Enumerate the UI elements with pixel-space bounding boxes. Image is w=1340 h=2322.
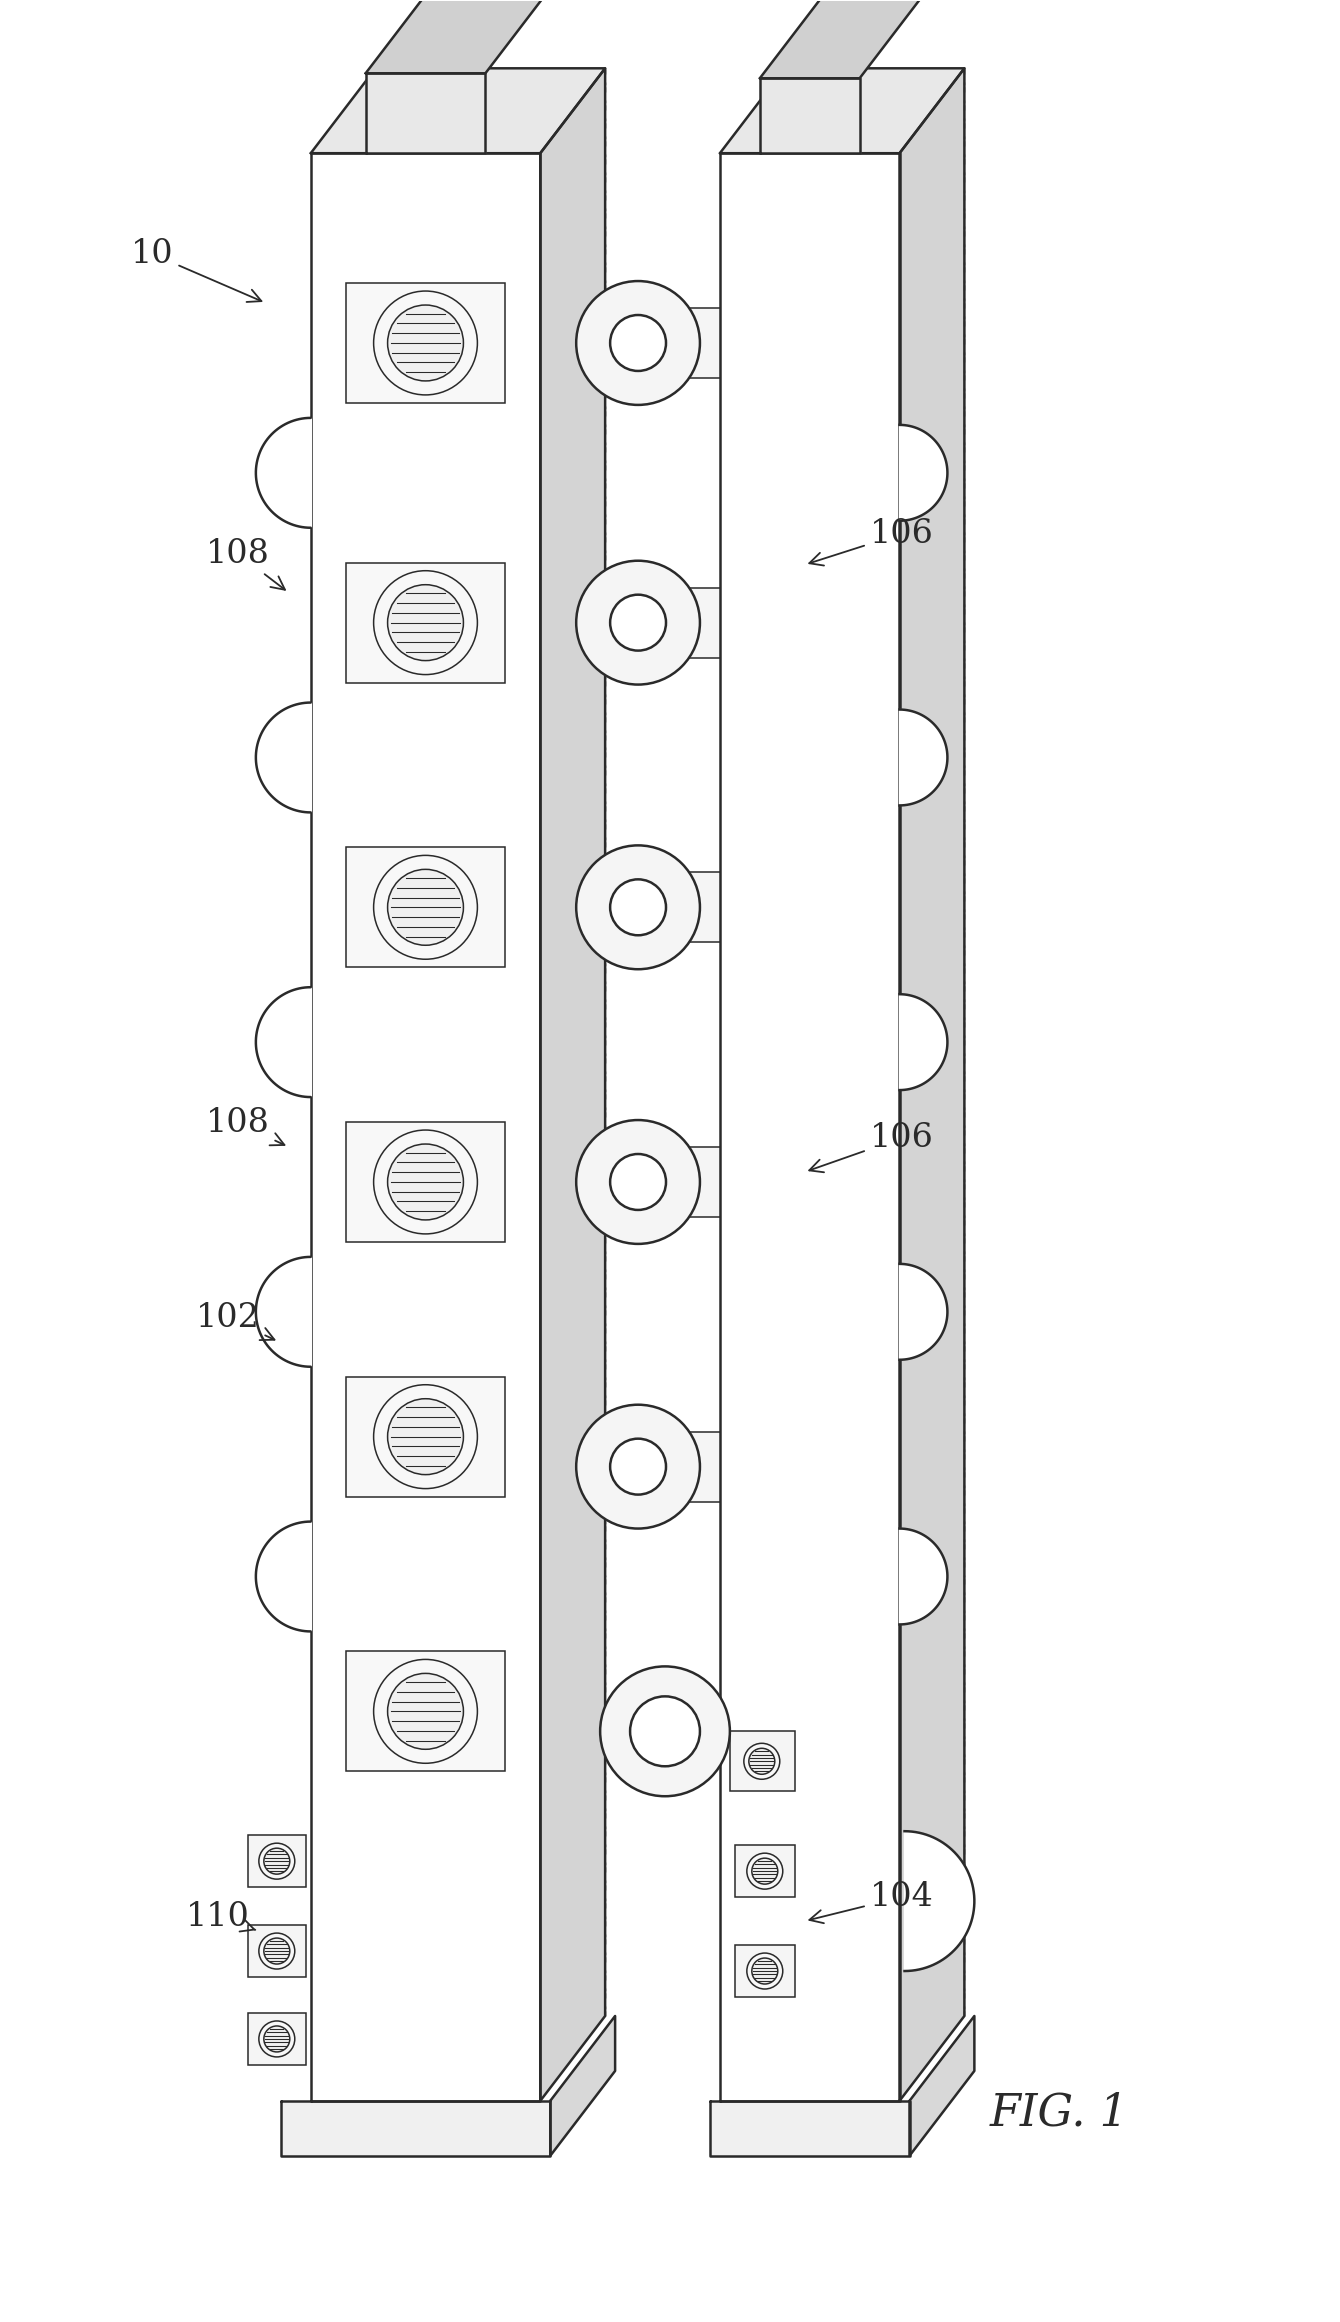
Text: 104: 104 xyxy=(809,1881,934,1923)
Circle shape xyxy=(744,1744,780,1779)
Polygon shape xyxy=(256,1256,311,1368)
Bar xyxy=(248,1834,306,1888)
Circle shape xyxy=(387,1398,464,1474)
Polygon shape xyxy=(256,1521,311,1632)
Circle shape xyxy=(610,316,666,372)
Polygon shape xyxy=(899,711,947,806)
Circle shape xyxy=(610,880,666,936)
Circle shape xyxy=(387,1145,464,1219)
Circle shape xyxy=(374,1384,477,1488)
Bar xyxy=(655,1433,720,1502)
Circle shape xyxy=(374,1660,477,1762)
Bar xyxy=(655,1147,720,1217)
Circle shape xyxy=(749,1748,775,1774)
Circle shape xyxy=(387,585,464,659)
Circle shape xyxy=(610,1154,666,1210)
Circle shape xyxy=(630,1697,699,1767)
Circle shape xyxy=(264,1848,289,1874)
Circle shape xyxy=(746,1953,783,1990)
Polygon shape xyxy=(256,987,311,1096)
Bar xyxy=(734,1846,795,1897)
Circle shape xyxy=(610,594,666,650)
Text: FIG. 1: FIG. 1 xyxy=(989,2092,1128,2134)
Polygon shape xyxy=(256,418,311,527)
Bar xyxy=(346,848,505,968)
Polygon shape xyxy=(905,1832,974,1971)
Bar xyxy=(655,873,720,943)
Polygon shape xyxy=(899,1263,947,1361)
Circle shape xyxy=(610,1440,666,1495)
Circle shape xyxy=(374,1131,477,1233)
Polygon shape xyxy=(720,67,965,153)
Polygon shape xyxy=(256,704,311,813)
Bar xyxy=(655,309,720,378)
Circle shape xyxy=(264,1939,289,1964)
Circle shape xyxy=(576,1119,699,1245)
Text: 102: 102 xyxy=(196,1303,275,1340)
Bar xyxy=(655,587,720,657)
Circle shape xyxy=(259,2020,295,2057)
Polygon shape xyxy=(281,2101,551,2155)
Text: 106: 106 xyxy=(809,518,934,567)
Bar xyxy=(248,1925,306,1976)
Circle shape xyxy=(752,1858,777,1883)
Bar xyxy=(346,562,505,683)
Polygon shape xyxy=(899,1528,947,1625)
Circle shape xyxy=(387,304,464,381)
Polygon shape xyxy=(760,0,925,79)
Bar xyxy=(734,1946,795,1997)
Circle shape xyxy=(387,868,464,945)
Polygon shape xyxy=(710,2101,910,2155)
Circle shape xyxy=(576,281,699,404)
Bar xyxy=(346,1122,505,1242)
Circle shape xyxy=(752,1957,777,1983)
Polygon shape xyxy=(899,425,947,520)
Polygon shape xyxy=(760,79,859,153)
Polygon shape xyxy=(720,153,899,2101)
Circle shape xyxy=(264,2027,289,2053)
Circle shape xyxy=(374,571,477,676)
Circle shape xyxy=(374,290,477,395)
Polygon shape xyxy=(910,2015,974,2155)
Circle shape xyxy=(387,1674,464,1748)
Text: 110: 110 xyxy=(186,1902,256,1934)
Bar xyxy=(730,1732,795,1790)
Text: 106: 106 xyxy=(809,1122,934,1173)
Circle shape xyxy=(374,854,477,959)
Polygon shape xyxy=(366,74,485,153)
Polygon shape xyxy=(899,994,947,1089)
Text: 10: 10 xyxy=(131,239,261,302)
Circle shape xyxy=(259,1844,295,1878)
Circle shape xyxy=(576,845,699,968)
Polygon shape xyxy=(311,67,606,153)
Circle shape xyxy=(746,1853,783,1890)
Text: 108: 108 xyxy=(206,1108,284,1145)
Bar xyxy=(346,1377,505,1498)
Polygon shape xyxy=(311,153,540,2101)
Polygon shape xyxy=(540,67,606,2101)
Circle shape xyxy=(600,1667,730,1797)
Bar xyxy=(346,283,505,404)
Circle shape xyxy=(259,1934,295,1969)
Text: 108: 108 xyxy=(206,539,285,590)
Circle shape xyxy=(576,560,699,685)
Polygon shape xyxy=(899,67,965,2101)
Bar xyxy=(346,1651,505,1772)
Polygon shape xyxy=(366,0,551,74)
Bar xyxy=(248,2013,306,2064)
Polygon shape xyxy=(551,2015,615,2155)
Circle shape xyxy=(576,1405,699,1528)
